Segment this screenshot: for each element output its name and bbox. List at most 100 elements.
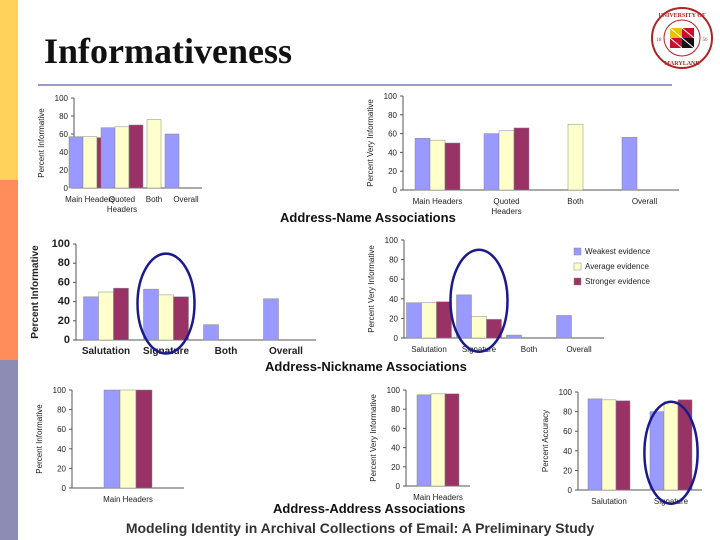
y-tick-label: 100	[55, 94, 69, 103]
bar-stronger-evidence	[436, 301, 452, 339]
y-tick-label: 80	[388, 111, 397, 120]
y-axis-label: Percent Informative	[30, 245, 41, 339]
x-tick-label: Quoted	[109, 195, 135, 204]
y-tick-label: 60	[388, 130, 397, 139]
section-label-address-address: Address-Address Associations	[273, 501, 466, 516]
y-axis-label: Percent Informative	[35, 404, 44, 474]
bar-stronger-evidence	[615, 400, 631, 491]
bar-average-evidence	[663, 401, 679, 491]
bar-weakest-evidence	[621, 137, 638, 191]
seal-year-left: 18	[657, 38, 663, 43]
y-tick-label: 20	[388, 167, 397, 176]
x-tick-label: Main Headers	[413, 493, 463, 502]
title-rule	[38, 84, 672, 86]
y-tick-label: 40	[58, 296, 70, 308]
bar-weakest-evidence	[587, 398, 603, 491]
bar-average-evidence	[158, 294, 174, 341]
y-tick-label: 40	[389, 295, 398, 304]
x-tick-label: Both	[567, 197, 583, 206]
y-tick-label: 20	[59, 166, 68, 175]
x-tick-label: Both	[215, 346, 238, 357]
y-tick-label: 40	[563, 447, 572, 456]
y-axis-label: Percent Very Informative	[369, 394, 378, 482]
y-tick-label: 20	[563, 466, 572, 475]
chart-nickname-informative: 0 20 40 60 80 100 Percent Informative Salutatio…	[30, 238, 316, 357]
bar-weakest-evidence	[203, 324, 219, 341]
bar-weakest-evidence	[83, 296, 99, 341]
y-tick-label: 20	[391, 463, 400, 472]
bar-stronger-evidence	[444, 142, 461, 191]
bar-weakest-evidence	[143, 288, 159, 341]
y-tick-label: 80	[57, 406, 66, 415]
x-tick-label: Signature	[654, 497, 689, 506]
legend-label: Weakest evidence	[585, 247, 651, 256]
bar-weakest-evidence	[416, 394, 432, 487]
bar-weakest-evidence	[406, 302, 422, 339]
y-tick-label: 20	[389, 314, 398, 323]
bar-average-evidence	[471, 316, 487, 339]
highlight-ellipse	[643, 400, 699, 505]
footer-caption: Modeling Identity in Archival Collection…	[125, 520, 595, 536]
x-tick-label: Salutation	[411, 345, 447, 354]
x-tick-label: Overall	[269, 346, 303, 357]
bar-stronger-evidence	[486, 319, 502, 339]
bar-average-evidence	[498, 130, 515, 191]
bar-average-evidence	[114, 126, 130, 189]
x-tick-label: Signature	[143, 346, 190, 357]
bar-average-evidence	[567, 123, 584, 191]
legend-label: Average evidence	[585, 262, 649, 271]
bar-stronger-evidence	[173, 296, 189, 341]
bar-stronger-evidence	[128, 124, 144, 189]
bar-average-evidence	[98, 291, 114, 341]
bar-weakest-evidence	[103, 389, 121, 489]
bar-stronger-evidence	[677, 399, 693, 491]
y-axis-label: Percent Informative	[37, 108, 46, 178]
bar-weakest-evidence	[556, 315, 572, 339]
bar-average-evidence	[421, 302, 437, 339]
legend-label: Stronger evidence	[585, 277, 650, 286]
y-tick-label: 80	[58, 257, 70, 269]
seal-year-right: 56	[703, 38, 709, 43]
y-tick-label: 60	[389, 275, 398, 284]
bar-weakest-evidence	[263, 298, 279, 341]
y-tick-label: 0	[568, 486, 573, 495]
y-tick-label: 20	[57, 464, 66, 473]
y-axis-label: Percent Very Informative	[366, 99, 375, 187]
y-tick-label: 80	[563, 408, 572, 417]
y-tick-label: 100	[53, 386, 67, 395]
bar-weakest-evidence	[649, 411, 665, 491]
y-tick-label: 100	[387, 386, 401, 395]
bar-weakest-evidence	[414, 138, 431, 191]
x-tick-label: Both	[521, 345, 537, 354]
y-tick-label: 60	[391, 424, 400, 433]
sidebar-stripe-orange	[0, 180, 18, 360]
bar-stronger-evidence	[113, 287, 129, 341]
bar-weakest-evidence	[483, 133, 500, 191]
bar-stronger-evidence	[135, 389, 153, 489]
chart-name-informative: 0 20 40 60 80 100 Percent Informative Main Head…	[37, 94, 202, 214]
sidebar-stripe-lavender	[0, 360, 18, 540]
legend-swatch	[573, 262, 582, 271]
y-tick-label: 40	[391, 444, 400, 453]
y-tick-label: 60	[59, 130, 68, 139]
y-tick-label: 0	[62, 484, 67, 493]
chart-address-accuracy: 0 20 40 60 80 100 Percent Accuracy Salutation Si…	[541, 388, 702, 506]
bar-average-evidence	[146, 119, 162, 189]
x-tick-label: Main Headers	[103, 495, 153, 504]
y-tick-label: 60	[58, 276, 70, 288]
seal-text-top: UNIVERSITY OF	[658, 13, 706, 19]
x-tick-label: Both	[146, 195, 162, 204]
y-tick-label: 100	[559, 388, 573, 397]
y-tick-label: 40	[57, 445, 66, 454]
bar-weakest-evidence	[68, 136, 84, 189]
y-tick-label: 60	[563, 427, 572, 436]
bar-stronger-evidence	[444, 393, 460, 487]
page-title: Informativeness	[44, 31, 292, 71]
bar-average-evidence	[119, 389, 137, 489]
x-tick-label: Salutation	[82, 346, 130, 357]
y-tick-label: 0	[396, 482, 401, 491]
section-label-address-nickname: Address-Nickname Associations	[265, 359, 467, 374]
sidebar-stripe-yellow	[0, 0, 18, 180]
sidebar-stripe	[0, 0, 18, 540]
section-label-address-name: Address-Name Associations	[280, 210, 456, 225]
